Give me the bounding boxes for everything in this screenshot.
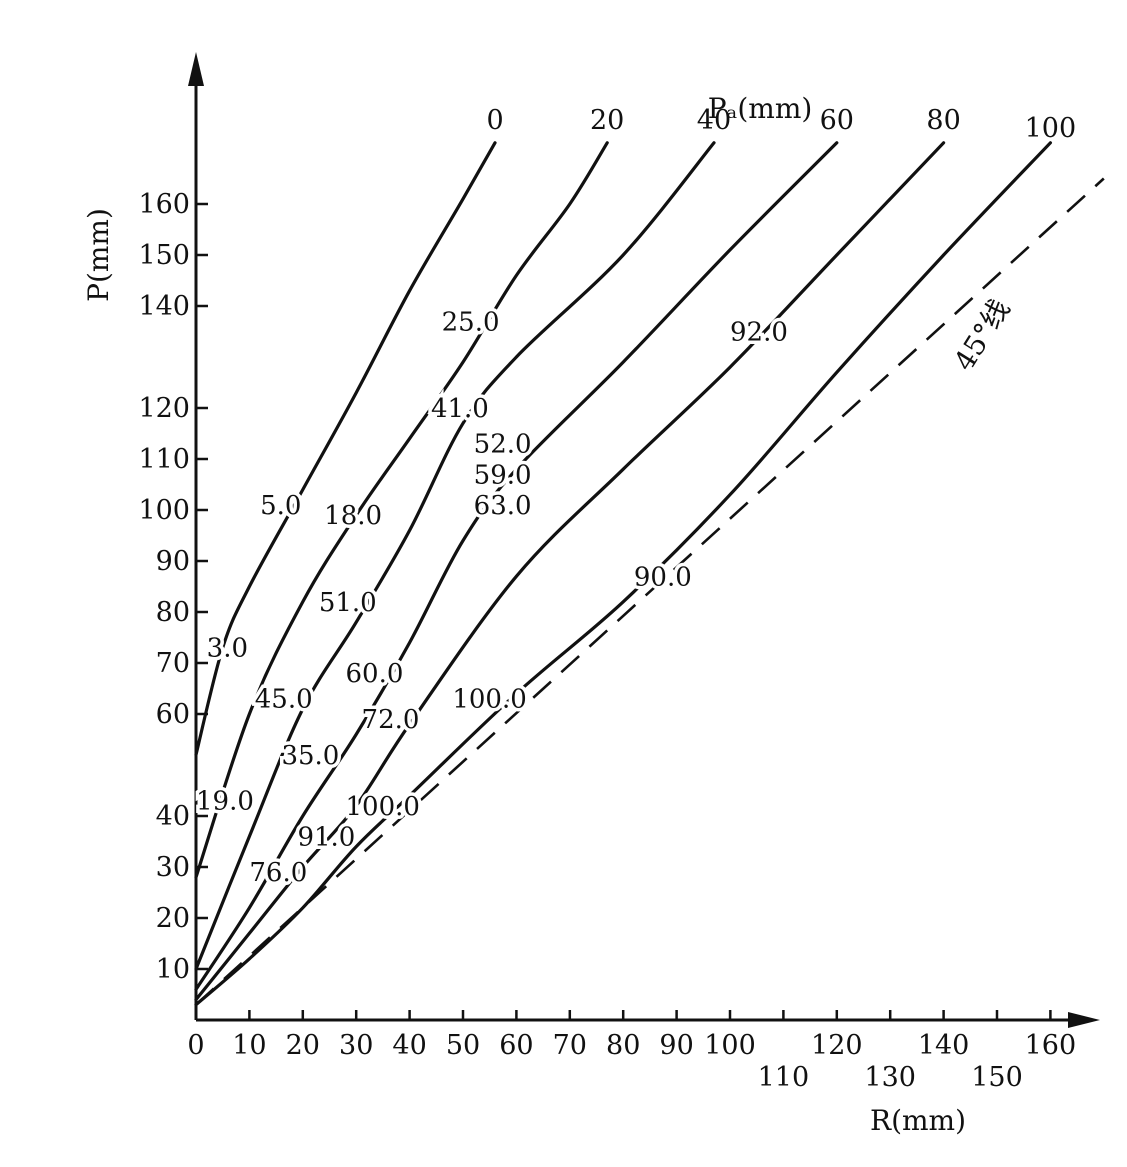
y-tick-label: 90	[156, 546, 190, 577]
legend-title: Pₐ(mm)	[708, 92, 813, 125]
annotation-label: 45.0	[255, 685, 313, 715]
series-line-40	[194, 141, 716, 971]
series-line-0	[194, 141, 497, 757]
x-tick-label: 30	[339, 1030, 373, 1061]
annotation-label: 90.0	[634, 562, 692, 592]
annotation-label: 35.0	[281, 741, 339, 771]
x-tick-label: 160	[1025, 1030, 1077, 1061]
y-tick-label: 140	[138, 291, 190, 322]
x-tick-label: 110	[758, 1062, 810, 1093]
y-tick-label: 30	[156, 852, 190, 883]
y-tick-label: 70	[156, 648, 190, 679]
annotation-label: 76.0	[249, 858, 307, 888]
series-label-20: 20	[590, 105, 624, 136]
series-labels: 0 20 40 60 80 100	[486, 105, 1076, 144]
reference-line	[195, 177, 1105, 1006]
y-tick-label: 110	[138, 444, 190, 475]
y-tick-label: 40	[156, 801, 190, 832]
series-label-100: 100	[1025, 113, 1077, 144]
series-label-0: 0	[486, 105, 503, 136]
annotation-label: 92.0	[730, 318, 788, 348]
y-tick-label: 120	[138, 393, 190, 424]
y-tick-label: 160	[138, 189, 190, 220]
x-axis-arrow	[1068, 1012, 1100, 1028]
annotation-label: 59.0	[474, 460, 532, 490]
x-tick-label: 150	[971, 1062, 1023, 1093]
x-tick-label: 0	[187, 1030, 204, 1061]
annotation-label: 18.0	[324, 501, 382, 531]
x-tick-label: 130	[864, 1062, 916, 1093]
annotation-label: 72.0	[362, 705, 420, 735]
annotation-label: 25.0	[442, 307, 500, 337]
x-tick-label: 50	[446, 1030, 480, 1061]
x-tick-label: 90	[659, 1030, 693, 1061]
annotation-label: 63.0	[474, 491, 532, 521]
series-line-80	[194, 141, 946, 1002]
series-label-60: 60	[820, 105, 854, 136]
annotation-label: 41.0	[431, 394, 489, 424]
annotation-label: 5.0	[260, 491, 301, 521]
y-tick-label: 80	[156, 597, 190, 628]
series-line-100	[194, 141, 1052, 1007]
series-label-40: 40	[697, 105, 731, 136]
series-lines	[194, 141, 1052, 1007]
y-tick-label: 60	[156, 699, 190, 730]
y-tick-label: 100	[138, 495, 190, 526]
y-tick-label: 10	[156, 954, 190, 985]
x-tick-label: 20	[286, 1030, 320, 1061]
x-tick-label: 60	[499, 1030, 533, 1061]
annotation-label: 19.0	[196, 787, 254, 817]
reference-line-45	[195, 177, 1105, 1006]
annotation-label: 51.0	[319, 588, 377, 618]
x-tick-label: 10	[232, 1030, 266, 1061]
series-line-20	[194, 141, 609, 879]
x-tick-label: 100	[704, 1030, 756, 1061]
x-tick-label: 40	[392, 1030, 426, 1061]
axes	[188, 52, 1100, 1028]
annotation-label: 60.0	[346, 659, 404, 689]
y-axis-title: P(mm)	[82, 208, 115, 302]
series-label-80: 80	[926, 105, 960, 136]
reference-line-label: 45°线	[947, 293, 1016, 376]
annotation-label: 100.0	[452, 685, 526, 715]
y-tick-label: 150	[138, 240, 190, 271]
x-axis-title: R(mm)	[870, 1104, 966, 1137]
annotation-label: 52.0	[474, 430, 532, 460]
y-axis-arrow	[188, 52, 204, 86]
x-tick-label: 70	[553, 1030, 587, 1061]
series-line-60	[194, 141, 839, 991]
x-tick-label: 140	[918, 1030, 970, 1061]
x-tick-label: 120	[811, 1030, 863, 1061]
annotation-label: 3.0	[207, 634, 248, 664]
annotation-label: 100.0	[346, 792, 420, 822]
annotations: 5.0 3.0 19.0 25.0 18.0 45.0 76.0 41.0 51.0 35.0 91…	[193, 304, 792, 892]
y-ticks: 10 20 30 40 60 70 80 90 100 110 120 140 150 160	[138, 189, 208, 985]
x-tick-label: 80	[606, 1030, 640, 1061]
y-tick-label: 20	[156, 903, 190, 934]
annotation-label: 91.0	[297, 822, 355, 852]
